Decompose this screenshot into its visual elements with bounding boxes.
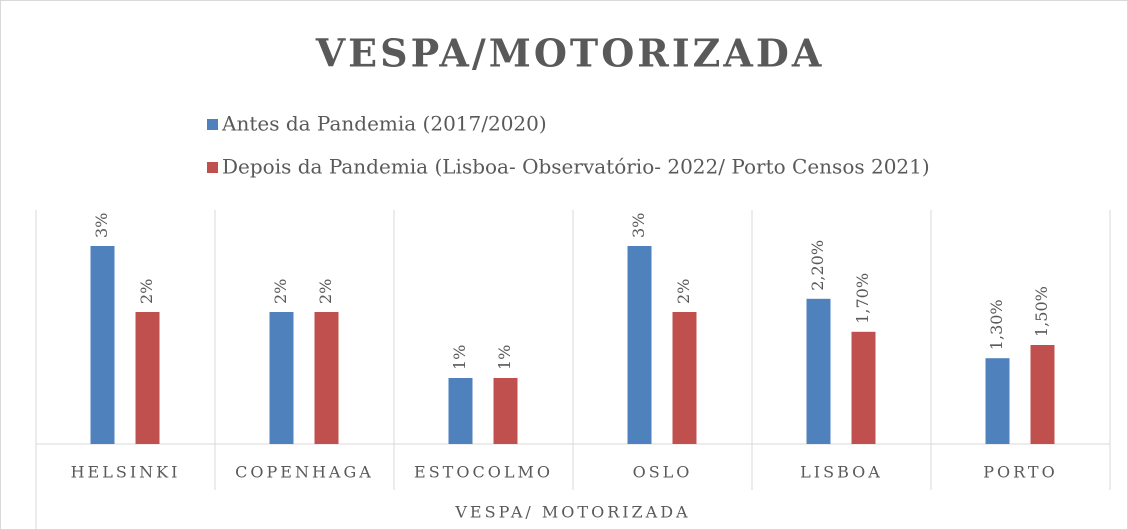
data-label: 2,20% bbox=[808, 240, 827, 291]
x-tick-label: HELSINKI bbox=[71, 463, 181, 482]
bar bbox=[493, 378, 518, 444]
chart-title: VESPA/MOTORIZADA bbox=[315, 31, 825, 76]
data-label: 1% bbox=[495, 345, 514, 370]
data-label: 1,30% bbox=[987, 299, 1006, 350]
x-tick-label: ESTOCOLMO bbox=[414, 463, 553, 482]
x-tick-label: LISBOA bbox=[800, 463, 883, 482]
data-label: 1,70% bbox=[853, 273, 872, 324]
bar bbox=[269, 312, 294, 444]
data-label: 1% bbox=[450, 345, 469, 370]
data-label: 3% bbox=[92, 213, 111, 238]
bar bbox=[806, 298, 831, 444]
x-tick-label: OSLO bbox=[633, 463, 693, 482]
data-label: 2% bbox=[271, 279, 290, 304]
legend-label: Antes da Pandemia (2017/2020) bbox=[221, 112, 547, 136]
bar bbox=[135, 312, 160, 444]
data-label: 2% bbox=[137, 279, 156, 304]
legend-swatch bbox=[207, 119, 218, 130]
x-tick-label: COPENHAGA bbox=[235, 463, 374, 482]
x-axis-title: VESPA/ MOTORIZADA bbox=[454, 503, 690, 522]
bar bbox=[314, 312, 339, 444]
bar bbox=[627, 246, 652, 444]
legend-swatch bbox=[207, 162, 218, 173]
bar bbox=[672, 312, 697, 444]
bar bbox=[448, 378, 473, 444]
bar bbox=[985, 358, 1010, 444]
x-tick-label: PORTO bbox=[983, 463, 1057, 482]
data-label: 2% bbox=[316, 279, 335, 304]
bar bbox=[851, 331, 876, 444]
bar bbox=[1030, 345, 1055, 444]
data-label: 3% bbox=[629, 213, 648, 238]
bar bbox=[90, 246, 115, 444]
data-label: 2% bbox=[674, 279, 693, 304]
data-label: 1,50% bbox=[1032, 286, 1051, 337]
legend-label: Depois da Pandemia (Lisboa- Observatório… bbox=[222, 155, 930, 179]
